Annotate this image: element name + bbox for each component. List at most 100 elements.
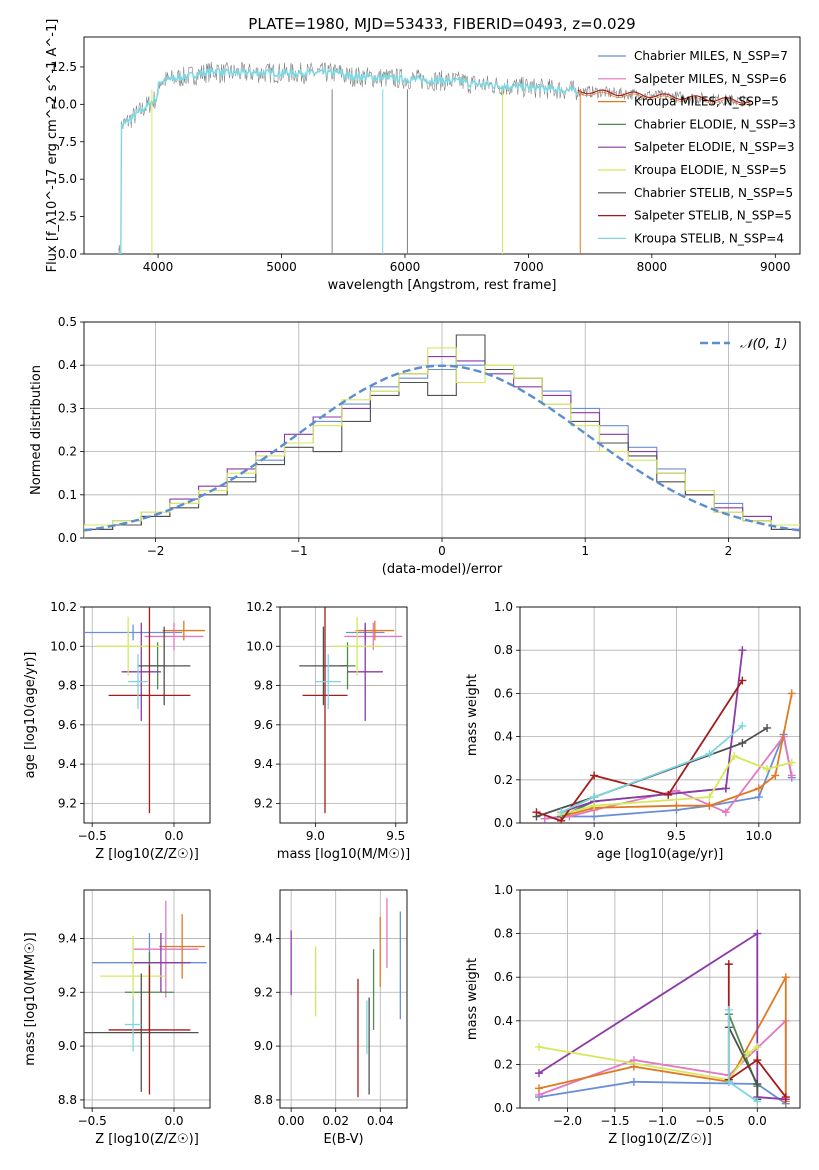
spectrum-axes: 4000 5000 6000 7000 8000 9000 0.0 2.5 5.0 7.5 10.0… xyxy=(45,15,801,293)
weight_vs_age-ytick-label: 1.0 xyxy=(494,600,513,614)
spectrum-legend: Chabrier MILES, N_SSP=7 Salpeter MILES, N… xyxy=(598,49,796,245)
weight_vs_age-marker-salpeter_elodie xyxy=(738,646,747,655)
spectrum-model-kroupa-miles xyxy=(577,91,751,106)
spectrum-data-line xyxy=(118,61,751,254)
weight_vs_age-marker-kroupa_elodie xyxy=(763,765,772,773)
spectrum-xtick-label: 9000 xyxy=(760,260,791,274)
residuals-ytick-label: 0.3 xyxy=(58,401,77,415)
weight_vs_age-marker-kroupa_elodie xyxy=(730,752,739,761)
mass_vs_ebv-xtick-label: 0.02 xyxy=(322,1114,349,1128)
spectrum-xtick-label: 5000 xyxy=(266,260,297,274)
weight_vs_age-xlabel: age [log10(age/yr)] xyxy=(597,847,724,862)
weight_vs_age-marker-kroupa_miles xyxy=(672,801,681,810)
weight_vs_age-ytick-label: 0.4 xyxy=(494,730,513,744)
weight_vs_age-ytick-label: 0.8 xyxy=(494,643,513,657)
weight_vs_Z-marker-kroupa_elodie xyxy=(534,1042,543,1051)
weight_vs_Z-ytick-label: 0.0 xyxy=(494,1101,513,1115)
age_vs_Z-ytick-label: 9.2 xyxy=(58,796,77,810)
age_vs_Z-axes: −0.5 0.0 9.2 9.4 9.6 9.8 10.0 10.2 Z [log10(Z/Z☉… xyxy=(23,600,211,862)
weight_vs_Z-ylabel: mass weight xyxy=(465,958,480,1040)
weight_vs_Z-line-kroupa_elodie xyxy=(538,1046,758,1081)
weight_vs_Z-ytick-label: 0.4 xyxy=(494,1014,513,1028)
weight_vs_Z-ytick-label: 0.6 xyxy=(494,970,513,984)
mass_vs_Z-ytick-label: 9.4 xyxy=(58,931,77,945)
weight_vs_Z-ytick-label: 1.0 xyxy=(494,883,513,897)
weight_vs_age-marker-salpeter_miles xyxy=(540,814,549,823)
age_vs_mass-marks xyxy=(299,607,403,814)
weight_vs_age-xtick-label: 9.5 xyxy=(667,829,686,843)
legend-label-kroupa_stelib: Kroupa STELIB, N_SSP=4 xyxy=(634,231,784,245)
weight_vs_Z-xtick-label: −0.5 xyxy=(695,1114,724,1128)
age_vs_Z-ytick-label: 10.0 xyxy=(50,639,77,653)
weight_vs_Z-marker-salpeter_stelib xyxy=(724,960,733,969)
weight_vs_Z-marker-salpeter_elodie xyxy=(534,1069,543,1078)
weight_vs_age-ytick-label: 0.0 xyxy=(494,816,513,830)
weight_vs_age-marker-kroupa_miles xyxy=(754,784,763,793)
age_vs_mass-xtick-label: 9.5 xyxy=(386,829,405,843)
weight_vs_Z-line-chabrier_miles xyxy=(538,1080,787,1105)
age_vs_Z-ytick-label: 9.6 xyxy=(58,718,77,732)
weight_vs_Z-marker-kroupa_stelib xyxy=(724,1005,733,1014)
mass_vs_ebv-xtick-label: 0.04 xyxy=(367,1114,394,1128)
weight_vs_Z-marker-salpeter_elodie xyxy=(753,929,762,938)
weight_vs_age-xtick-label: 10.0 xyxy=(745,829,772,843)
spectrum-frame xyxy=(83,36,801,255)
weight_vs_age-marker-salpeter_stelib xyxy=(557,816,566,823)
weight_vs_age-axes: 9.0 9.5 10.0 0.0 0.2 0.4 0.6 0.8 1.0 age [log10(a… xyxy=(465,600,801,862)
weight_vs_age-line-salpeter_elodie xyxy=(560,650,744,814)
weight_vs_age-marker-kroupa_stelib xyxy=(738,721,747,730)
spectrum-lines xyxy=(118,61,751,254)
age_vs_Z-frame xyxy=(83,606,211,824)
weight_vs_age-marker-chabrier_stelib xyxy=(763,723,772,732)
age_vs_mass-ytick-label: 9.6 xyxy=(254,718,273,732)
weight_vs_Z-marker-kroupa_miles xyxy=(534,1084,543,1093)
weight_vs_Z-axes: −2.0 −1.5 −1.0 −0.5 0.0 0.0 0.2 0.4 0.6 0.8 1.0 Z [… xyxy=(465,883,801,1147)
residuals-frame xyxy=(83,321,801,539)
spectrum-xtick-label: 4000 xyxy=(143,260,174,274)
gaussian-curve xyxy=(84,364,800,532)
spectrum-xlabel: wavelength [Angstrom, rest frame] xyxy=(328,278,557,293)
weight_vs_age-line-kroupa_stelib xyxy=(560,725,743,814)
weight_vs_Z-xtick-label: 0.0 xyxy=(748,1114,767,1128)
weight_vs_Z-xtick-label: −1.0 xyxy=(648,1114,677,1128)
weight_vs_Z-xtick-label: −1.5 xyxy=(600,1114,629,1128)
residuals-marks xyxy=(84,334,800,538)
age_vs_Z-ytick-label: 9.4 xyxy=(58,757,77,771)
legend-label-salpeter_elodie: Salpeter ELODIE, N_SSP=3 xyxy=(634,140,795,154)
mass_vs_Z-axes: −0.5 0.0 8.8 9.0 9.2 9.4 Z [log10(Z/Z☉)] mass [… xyxy=(23,889,211,1147)
weight_vs_Z-marker-kroupa_miles xyxy=(781,973,790,982)
mass_vs_ebv-marks xyxy=(290,898,401,1098)
age_vs_Z-ytick-label: 9.8 xyxy=(58,679,77,693)
legend-label-kroupa_elodie: Kroupa ELODIE, N_SSP=5 xyxy=(634,163,787,177)
weight_vs_age-xtick-label: 9.0 xyxy=(585,829,604,843)
gaussian-legend-label: 𝒩(0, 1) xyxy=(740,337,787,352)
age_vs_mass-xlabel: mass [log10(M/M☉)] xyxy=(277,847,410,862)
spectrum-ytick-label: 10.0 xyxy=(50,97,77,111)
residuals-xtick-label: 2 xyxy=(725,544,733,558)
weight_vs_age-marker-salpeter_miles xyxy=(787,771,796,780)
spectrum-ylabel: Flux [f_λ10^-17 erg cm^-2 s^-1 A^-1] xyxy=(45,19,60,273)
legend-label-chabrier_stelib: Chabrier STELIB, N_SSP=5 xyxy=(634,186,793,200)
weight_vs_Z-ytick-label: 0.8 xyxy=(494,927,513,941)
age_vs_mass-ytick-label: 10.2 xyxy=(246,600,273,614)
spectrum-xtick-label: 6000 xyxy=(390,260,421,274)
weight_vs_age-line-kroupa_elodie xyxy=(560,754,793,816)
age_vs_mass-frame xyxy=(279,606,408,824)
legend-label-salpeter_miles: Salpeter MILES, N_SSP=6 xyxy=(634,72,787,86)
weight_vs_Z-marker-kroupa_stelib xyxy=(724,1077,733,1086)
spectrum-ytick-label: 2.5 xyxy=(58,210,77,224)
weight_vs_age-marker-salpeter_stelib xyxy=(664,790,673,799)
mass_vs_ebv-frame xyxy=(279,889,408,1109)
weight_vs_Z-xtick-label: −2.0 xyxy=(553,1114,582,1128)
residuals-ytick-label: 0.1 xyxy=(58,488,77,502)
residuals-ytick-label: 0.5 xyxy=(58,315,77,329)
age_vs_Z-ylabel: age [log10(age/yr)] xyxy=(23,652,38,779)
spectrum-xtick-label: 8000 xyxy=(637,260,668,274)
residuals-xtick-label: −2 xyxy=(147,544,165,558)
mass_vs_ebv-ytick-label: 8.8 xyxy=(254,1093,273,1107)
mass_vs_Z-ytick-label: 9.0 xyxy=(58,1039,77,1053)
residuals-ylabel: Normed distribution xyxy=(29,365,44,495)
legend-label-kroupa_miles: Kroupa MILES, N_SSP=5 xyxy=(634,95,779,109)
